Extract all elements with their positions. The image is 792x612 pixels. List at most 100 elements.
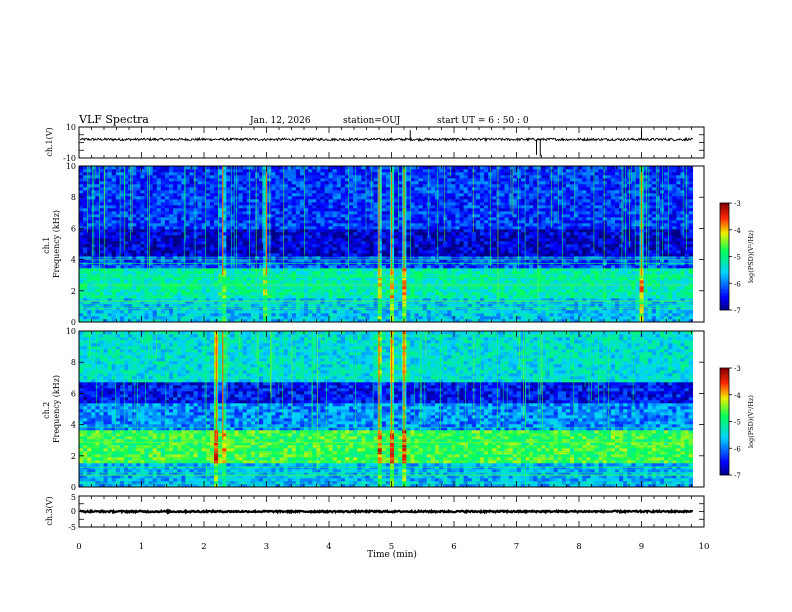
spectrogram-cell — [328, 232, 333, 236]
spectrogram-cell — [214, 223, 219, 227]
spectrogram-cell — [385, 232, 391, 236]
spectrogram-cell — [128, 241, 133, 245]
spectrogram-cell — [299, 226, 305, 230]
spectrogram-cell — [598, 235, 604, 239]
spectrogram-cell — [332, 229, 338, 233]
spectrogram-cell — [353, 250, 358, 254]
spectrogram-cell — [99, 250, 104, 254]
spectrogram-cell — [643, 319, 649, 323]
spectrogram-cell — [680, 241, 685, 245]
spectrogram-cell — [275, 229, 280, 233]
spectrogram-cell — [156, 301, 162, 305]
spectrogram-cell — [214, 289, 219, 293]
spectrogram-cell — [668, 289, 673, 293]
spectrogram-cell — [205, 277, 211, 281]
spectrogram-cell — [410, 271, 415, 275]
spectrogram-cell — [295, 265, 301, 269]
spectrogram-cell — [574, 226, 579, 230]
spectrogram-cell — [242, 313, 248, 317]
spectrogram-cell — [610, 238, 616, 242]
spectrogram-cell — [181, 244, 186, 248]
spectrogram-cell — [389, 286, 395, 290]
spectrogram-cell — [664, 268, 669, 272]
spectrogram-cell — [422, 289, 428, 293]
spectrogram-cell — [361, 304, 366, 308]
spectrogram-cell — [651, 238, 657, 242]
spectrogram-cell — [193, 277, 198, 281]
spectrogram-cell — [201, 280, 207, 284]
spectrogram-cell — [606, 238, 612, 242]
spectrogram-cell — [291, 244, 297, 248]
spectrogram-cell — [275, 295, 280, 299]
spectrogram-cell — [320, 241, 325, 245]
spectrogram-cell — [574, 319, 579, 323]
spectrogram-cell — [373, 277, 378, 281]
spectrogram-cell — [602, 286, 608, 290]
spectrogram-cell — [316, 298, 321, 302]
spectrogram-cell — [512, 244, 518, 248]
spectrogram-cell — [643, 310, 649, 314]
spectrogram-cell — [561, 232, 567, 236]
spectrogram-cell — [291, 241, 297, 245]
spectrogram-cell — [471, 316, 477, 320]
spectrogram-cell — [201, 265, 207, 269]
spectrogram-cell — [426, 247, 432, 251]
spectrogram-cell — [111, 226, 117, 230]
spectrogram-cell — [643, 232, 649, 236]
spectrogram-cell — [533, 244, 538, 248]
spectrogram-cell — [95, 232, 100, 236]
spectrogram-cell — [128, 298, 133, 302]
spectrogram-cell — [565, 238, 571, 242]
spectrogram-cell — [160, 223, 166, 227]
spectrogram-cell — [197, 301, 203, 305]
spectrogram-cell — [275, 247, 280, 251]
spectrogram-cell — [95, 286, 100, 290]
spectrogram-cell — [373, 229, 378, 233]
spectrogram-cell — [610, 250, 616, 254]
spectrogram-cell — [87, 319, 92, 323]
spectrogram-cell — [83, 277, 88, 281]
spectrogram-cell — [676, 271, 681, 275]
spectrogram-cell — [606, 316, 612, 320]
spectrogram-cell — [201, 259, 207, 263]
spectrogram-cell — [353, 277, 358, 281]
spectrogram-cell — [492, 286, 497, 290]
spectrogram-cell — [512, 241, 518, 245]
spectrogram-cell — [242, 289, 248, 293]
spectrogram-cell — [181, 268, 186, 272]
spectrogram-cell — [619, 259, 624, 263]
spectrogram-cell — [455, 244, 460, 248]
spectrogram-cell — [553, 319, 559, 323]
spectrogram-cell — [520, 268, 526, 272]
spectrogram-cell — [136, 316, 141, 320]
spectrogram-cell — [451, 250, 456, 254]
spectrogram-cell — [156, 271, 162, 275]
spectrogram-cell — [295, 277, 301, 281]
spectrogram-cell — [475, 268, 481, 272]
spectrogram-cell — [467, 304, 473, 308]
spectrogram-cell — [578, 238, 583, 242]
spectrogram-cell — [459, 271, 464, 275]
spectrogram-cell — [254, 286, 260, 290]
spectrogram-cell — [336, 265, 342, 269]
spectrogram-cell — [631, 250, 636, 254]
spectrogram-cell — [426, 289, 432, 293]
spectrogram-cell — [185, 304, 190, 308]
spectrogram-cell — [447, 253, 452, 257]
spectrogram-cell — [291, 316, 297, 320]
spectrogram-cell — [492, 316, 497, 320]
spectrogram-cell — [349, 310, 354, 314]
spectrogram-cell — [328, 259, 333, 263]
spectrogram-cell — [381, 277, 387, 281]
spectrogram-cell — [353, 271, 358, 275]
spectrogram-cell — [529, 295, 534, 299]
spectrogram-cell — [332, 253, 338, 257]
spectrogram-cell — [209, 310, 215, 314]
spectrogram-cell — [242, 271, 248, 275]
spectrogram-cell — [414, 289, 419, 293]
spectrogram-cell — [553, 232, 559, 236]
spectrogram-cell — [271, 250, 276, 254]
spectrogram-cell — [467, 289, 473, 293]
spectrogram-cell — [373, 238, 378, 242]
spectrogram-cell — [688, 304, 694, 308]
